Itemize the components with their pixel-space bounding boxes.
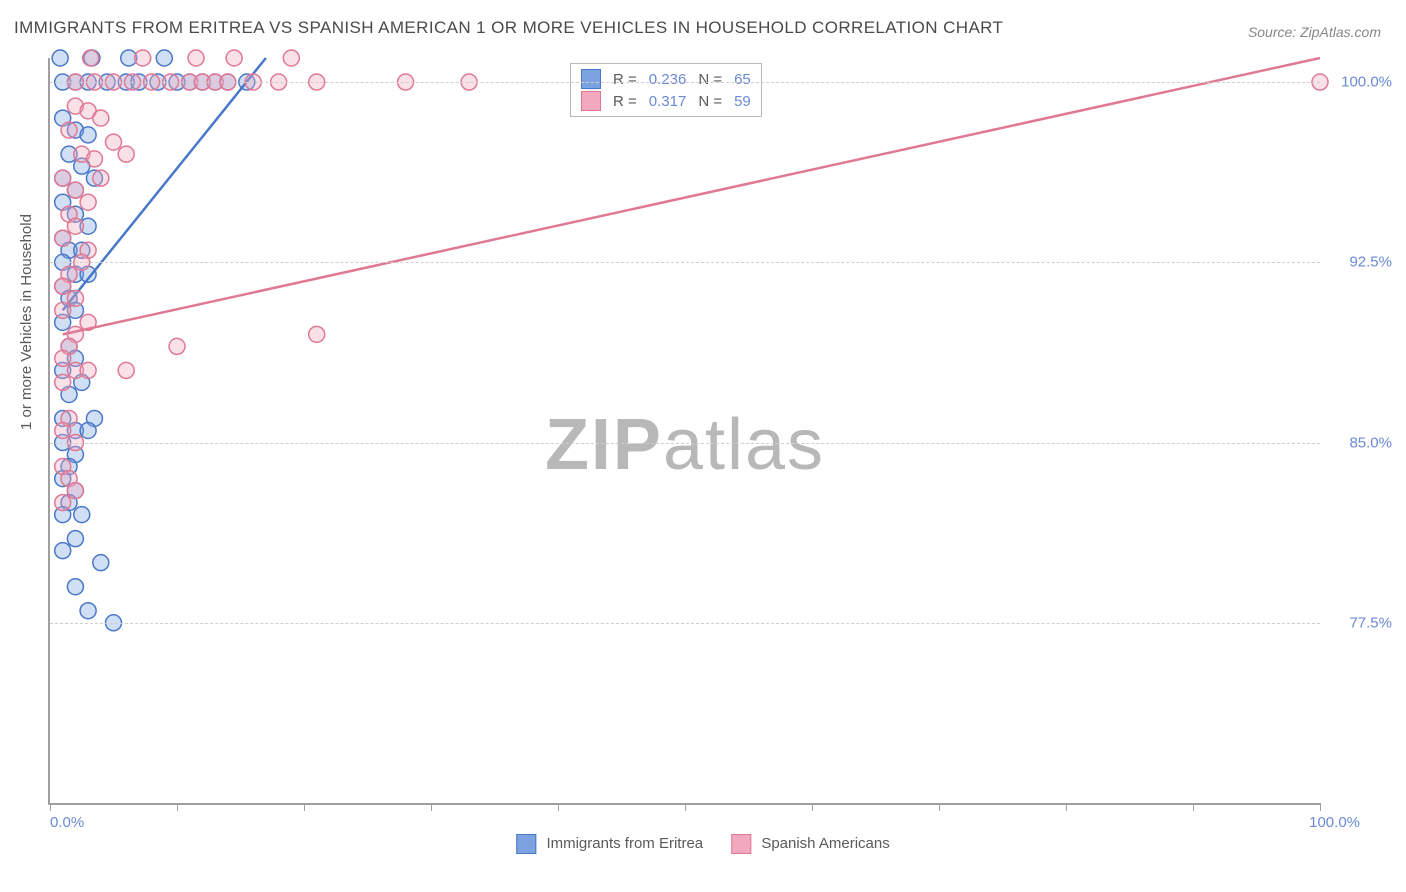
data-point	[74, 507, 90, 523]
data-point	[80, 362, 96, 378]
x-tick	[939, 803, 940, 811]
data-point	[93, 555, 109, 571]
legend-swatch-2	[731, 834, 751, 854]
data-point	[309, 326, 325, 342]
legend-label-1: Immigrants from Eritrea	[546, 835, 703, 852]
data-point	[55, 302, 71, 318]
data-point	[55, 350, 71, 366]
source-attribution: Source: ZipAtlas.com	[1248, 24, 1381, 40]
r-value-1: 0.236	[649, 71, 687, 88]
data-point	[118, 362, 134, 378]
data-point	[55, 543, 71, 559]
gridline	[50, 623, 1320, 624]
x-tick	[1066, 803, 1067, 811]
data-point	[55, 374, 71, 390]
data-point	[55, 170, 71, 186]
scatter-svg	[50, 58, 1320, 803]
x-tick	[431, 803, 432, 811]
correlation-stats-box: R = 0.236 N = 65 R = 0.317 N = 59	[570, 63, 762, 117]
x-axis-min-label: 0.0%	[50, 814, 84, 831]
data-point	[80, 423, 96, 439]
x-tick	[304, 803, 305, 811]
data-point	[93, 170, 109, 186]
x-axis-max-label: 100.0%	[1309, 814, 1360, 831]
data-point	[80, 127, 96, 143]
stats-row-series1: R = 0.236 N = 65	[581, 68, 751, 90]
x-tick	[1193, 803, 1194, 811]
gridline	[50, 262, 1320, 263]
data-point	[93, 110, 109, 126]
n-label: N =	[698, 71, 722, 88]
data-point	[83, 50, 99, 66]
data-point	[52, 50, 68, 66]
legend: Immigrants from Eritrea Spanish American…	[516, 834, 889, 854]
y-tick-label: 92.5%	[1349, 254, 1392, 271]
n-value-2: 59	[734, 93, 751, 110]
stats-swatch-2	[581, 91, 601, 111]
x-tick	[685, 803, 686, 811]
legend-item-1: Immigrants from Eritrea	[516, 834, 703, 854]
r-label: R =	[613, 71, 637, 88]
data-point	[67, 579, 83, 595]
data-point	[80, 603, 96, 619]
legend-swatch-1	[516, 834, 536, 854]
legend-label-2: Spanish Americans	[761, 835, 889, 852]
chart-title: IMMIGRANTS FROM ERITREA VS SPANISH AMERI…	[14, 18, 1003, 38]
data-point	[118, 146, 134, 162]
n-label: N =	[698, 93, 722, 110]
data-point	[67, 218, 83, 234]
data-point	[156, 50, 172, 66]
data-point	[67, 531, 83, 547]
data-point	[106, 134, 122, 150]
n-value-1: 65	[734, 71, 751, 88]
x-tick	[1320, 803, 1321, 811]
data-point	[283, 50, 299, 66]
r-label: R =	[613, 93, 637, 110]
y-tick-label: 77.5%	[1349, 614, 1392, 631]
data-point	[86, 151, 102, 167]
data-point	[55, 230, 71, 246]
data-point	[67, 290, 83, 306]
data-point	[55, 495, 71, 511]
x-tick	[50, 803, 51, 811]
data-point	[55, 278, 71, 294]
data-point	[169, 338, 185, 354]
y-tick-label: 100.0%	[1341, 74, 1392, 91]
stats-row-series2: R = 0.317 N = 59	[581, 90, 751, 112]
y-axis-title: 1 or more Vehicles in Household	[18, 214, 35, 430]
data-point	[226, 50, 242, 66]
legend-item-2: Spanish Americans	[731, 834, 890, 854]
gridline	[50, 443, 1320, 444]
plot-area: ZIPatlas R = 0.236 N = 65 R = 0.317 N = …	[48, 58, 1320, 805]
data-point	[67, 483, 83, 499]
r-value-2: 0.317	[649, 93, 687, 110]
data-point	[61, 122, 77, 138]
x-tick	[812, 803, 813, 811]
data-point	[135, 50, 151, 66]
stats-swatch-1	[581, 69, 601, 89]
data-point	[80, 194, 96, 210]
data-point	[188, 50, 204, 66]
gridline	[50, 82, 1320, 83]
data-point	[55, 423, 71, 439]
x-tick	[558, 803, 559, 811]
x-tick	[177, 803, 178, 811]
y-tick-label: 85.0%	[1349, 434, 1392, 451]
data-point	[67, 182, 83, 198]
